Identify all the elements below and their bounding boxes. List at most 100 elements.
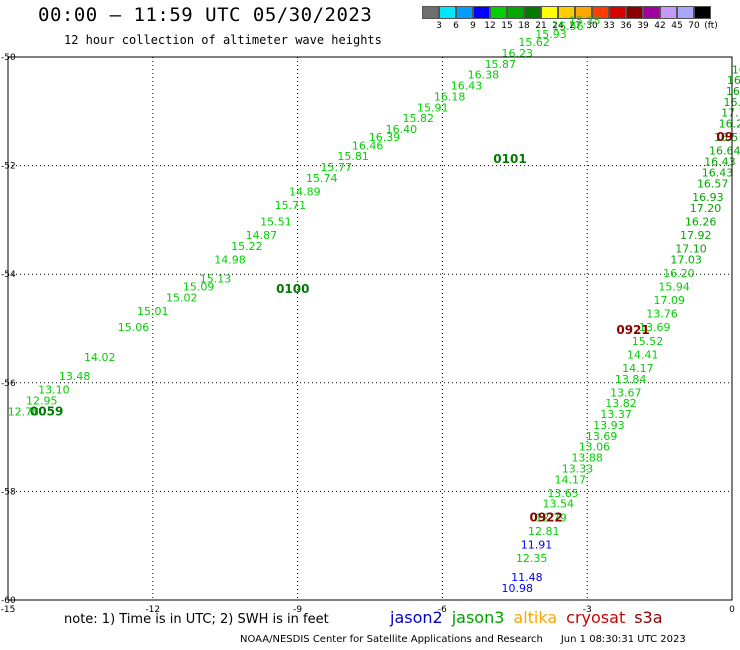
wave-height-value: 15.02 (166, 291, 198, 304)
color-swatch-14 (660, 6, 677, 19)
color-label-7: 24 (552, 21, 564, 31)
color-swatch-16 (694, 6, 711, 19)
wave-height-value: 16.40 (386, 123, 418, 136)
color-scale-bar (422, 6, 711, 19)
color-label-9: 30 (586, 21, 598, 31)
x-tick-label: -12 (145, 605, 160, 615)
color-label-15: 70 (688, 21, 700, 31)
wave-height-value: 16.26 (685, 215, 717, 228)
wave-height-value: 17.92 (680, 229, 712, 242)
wave-height-value: 17.72 (721, 107, 740, 120)
footnote: note: 1) Time is in UTC; 2) SWH is in fe… (64, 612, 329, 627)
wave-height-value: 17.09 (654, 294, 686, 307)
wave-height-value: 16.93 (692, 191, 724, 204)
color-label-12: 39 (637, 21, 649, 31)
wave-height-value: 17.03 (670, 253, 702, 266)
wave-height-value: 13.06 (579, 441, 611, 454)
satellite-legend: jason2 jason3 altika cryosat s3a (390, 608, 672, 627)
wave-height-value: 14.17 (622, 362, 654, 375)
wave-height-value: 16.43 (704, 156, 736, 169)
wave-height-value: 13.33 (562, 462, 594, 475)
color-label-11: 36 (620, 21, 632, 31)
wave-height-value: 16.28 (726, 85, 740, 98)
satellite-cryosat: cryosat (566, 608, 626, 627)
wave-height-value: 16.93 (727, 74, 740, 87)
wave-height-value: 13.84 (615, 373, 647, 386)
wave-height-value: 15.91 (417, 101, 449, 114)
wave-height-value: 16.18 (434, 90, 466, 103)
wave-height-value: 12.78 (8, 405, 40, 418)
wave-height-value: 15.71 (275, 199, 307, 212)
wave-height-value: 16.43 (702, 166, 734, 179)
wave-height-value: 16.38 (468, 69, 500, 82)
wave-height-value: 14.02 (84, 351, 116, 364)
color-label-2: 9 (470, 21, 476, 31)
y-tick-label: -60 (1, 596, 16, 606)
color-swatch-4 (490, 6, 507, 19)
wave-height-value: 13.48 (59, 370, 91, 383)
plot-grid (8, 57, 732, 600)
wave-height-value: 15.52 (632, 335, 664, 348)
wave-height-value: 15.82 (403, 112, 435, 125)
wave-height-value: 16.57 (697, 177, 729, 190)
color-swatch-5 (507, 6, 524, 19)
satellite-s3a: s3a (634, 608, 663, 627)
wave-height-value: 15.81 (337, 150, 369, 163)
wave-height-value: 15.01 (137, 305, 169, 318)
credits-footer: NOAA/NESDIS Center for Satellite Applica… (240, 634, 686, 645)
color-swatch-11 (609, 6, 626, 19)
color-label-13: 42 (654, 21, 666, 31)
wave-height-value: 15.74 (306, 172, 338, 185)
wave-height-value: 15.13 (200, 272, 232, 285)
wave-height-value: 13.54 (542, 498, 574, 511)
wave-height-value: 16.4 (732, 63, 740, 76)
color-label-3: 12 (484, 21, 496, 31)
wave-height-value: 12.35 (516, 552, 548, 565)
wave-height-value: 15.94 (658, 280, 690, 293)
plot-frame (7, 56, 733, 601)
color-swatch-0 (422, 6, 439, 19)
wave-height-value: 13.88 (571, 452, 603, 465)
color-label-6: 21 (535, 21, 547, 31)
wave-height-value: 15.56 (552, 20, 584, 33)
satellite-altika: altika (513, 608, 558, 627)
color-label-0: 3 (436, 21, 442, 31)
wave-height-value: 14.87 (246, 229, 278, 242)
wave-height-value: 14.41 (627, 348, 659, 361)
wave-height-value: 13.69 (639, 321, 671, 334)
color-label-14: 45 (671, 21, 683, 31)
wave-height-value: 15.35 (569, 14, 601, 27)
color-swatch-2 (456, 6, 473, 19)
wave-height-value: 17.10 (675, 242, 707, 255)
color-swatch-8 (558, 6, 575, 19)
wave-height-value: 15.62 (518, 36, 550, 49)
color-label-4: 15 (501, 21, 513, 31)
satellite-jason3: jason3 (451, 608, 505, 627)
color-swatch-9 (575, 6, 592, 19)
wave-height-value: 16.39 (369, 131, 401, 144)
time-label: 09 (716, 130, 733, 144)
x-tick-label: -3 (583, 605, 592, 615)
color-swatch-12 (626, 6, 643, 19)
color-label-10: 33 (603, 21, 615, 31)
wave-height-value: 15.87 (485, 58, 517, 71)
color-label-16: (ft) (704, 21, 718, 31)
wave-height-value: 14.17 (555, 473, 587, 486)
wave-height-value: 15.93 (535, 28, 567, 41)
timestamp-text: Jun 1 08:30:31 UTC 2023 (560, 634, 686, 645)
wave-height-value: 11.48 (511, 571, 543, 584)
color-swatch-1 (439, 6, 456, 19)
color-swatch-15 (677, 6, 694, 19)
time-label: 0059 (30, 404, 63, 418)
wave-height-value: 13.65 (547, 487, 579, 500)
color-swatch-3 (473, 6, 490, 19)
x-tick-label: -6 (438, 605, 447, 615)
wave-height-value: 16.51 (714, 131, 740, 144)
credit-text: NOAA/NESDIS Center for Satellite Applica… (240, 634, 543, 645)
color-swatch-6 (524, 6, 541, 19)
wave-height-value: 13.76 (646, 308, 678, 321)
color-swatch-7 (541, 6, 558, 19)
color-label-1: 6 (453, 21, 459, 31)
page-title: 00:00 – 11:59 UTC 05/30/2023 (38, 4, 373, 26)
wave-height-value: 16.46 (352, 139, 384, 152)
